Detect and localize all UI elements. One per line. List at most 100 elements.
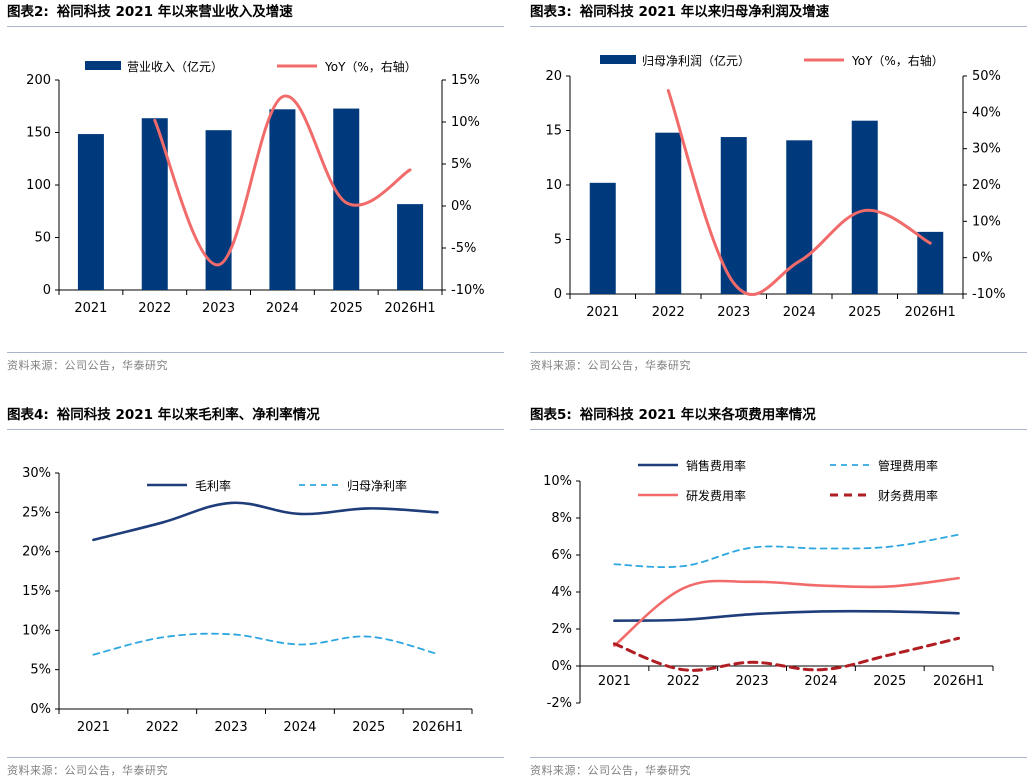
x-tick-label: 2021 <box>77 720 110 735</box>
legend-swatch <box>85 61 121 70</box>
x-tick-label: 2023 <box>717 305 750 320</box>
legend-label: YoY（%，右轴） <box>851 53 944 68</box>
y-tick-label-right: 0% <box>451 199 472 214</box>
revenue-chart: 0 50 100 150 200 -10% -5% 0% 5% 10% 15% 2021 2022 202… <box>26 59 485 316</box>
x-tick-label: 2022 <box>138 301 171 316</box>
y-tick-label-right: 5% <box>451 157 472 172</box>
y-tick-label-right: 50% <box>972 69 1001 84</box>
figure-number: 图表3: <box>530 4 572 20</box>
y-tick-label-right: 10% <box>972 214 1001 229</box>
y-tick-label-right: 40% <box>972 105 1001 120</box>
y-tick-label-right: 30% <box>972 142 1001 157</box>
legend-label: 营业收入（亿元） <box>127 59 223 74</box>
y-tick-label-left: 20 <box>545 69 562 84</box>
panel-title: 图表4: 裕同科技 2021 年以来毛利率、净利率情况 <box>7 403 504 430</box>
y-tick-label-left: 2% <box>551 622 572 637</box>
y-tick-label-left: 15% <box>22 584 51 599</box>
y-tick-label-left: -2% <box>547 696 572 711</box>
source-note: 资料来源：公司公告，华泰研究 <box>530 352 1027 373</box>
x-tick-label: 2023 <box>202 301 235 316</box>
bar <box>269 109 296 290</box>
x-tick-label: 2025 <box>873 674 906 689</box>
source-note: 资料来源：公司公告，华泰研究 <box>7 352 504 373</box>
x-tick-label: 2025 <box>352 720 385 735</box>
y-tick-label-left: 150 <box>26 126 51 141</box>
y-tick-label-left: 25% <box>22 505 51 520</box>
figure-title: 裕同科技 2021 年以来各项费用率情况 <box>579 407 816 423</box>
panel-title: 图表3: 裕同科技 2021 年以来归母净利润及增速 <box>530 0 1027 27</box>
bar <box>589 182 616 294</box>
panel-title: 图表2: 裕同科技 2021 年以来营业收入及增速 <box>7 0 504 27</box>
panel-title: 图表5: 裕同科技 2021 年以来各项费用率情况 <box>530 403 1027 430</box>
bar <box>851 120 878 294</box>
bar <box>917 231 944 294</box>
y-tick-label-right: -10% <box>972 287 1006 302</box>
x-tick-label: 2025 <box>330 301 363 316</box>
y-tick-label-left: 0 <box>554 287 562 302</box>
panel-margins: 图表4: 裕同科技 2021 年以来毛利率、净利率情况 0% 5% 10% 15% 20%… <box>7 403 504 780</box>
series-line <box>613 576 960 647</box>
y-tick-label-left: 6% <box>551 548 572 563</box>
source-note: 资料来源：公司公告，华泰研究 <box>7 757 504 778</box>
y-tick-label-right: -10% <box>451 283 485 298</box>
figure-title: 裕同科技 2021 年以来归母净利润及增速 <box>579 4 830 20</box>
y-tick-label-right: 15% <box>451 73 480 88</box>
y-tick-label-right: 0% <box>972 251 993 266</box>
y-tick-label-left: 200 <box>26 73 51 88</box>
panel-expense-ratios: 图表5: 裕同科技 2021 年以来各项费用率情况 -2% 0% 2% 4% 6% 8% 10… <box>530 403 1027 780</box>
net-profit-chart: 0 5 10 15 20 -10% 0% 10% 20% 30% 40% 50% 2021 2022 202… <box>545 53 1006 320</box>
series-line <box>92 632 439 656</box>
legend-label: 管理费用率 <box>878 458 938 473</box>
bar <box>397 204 424 290</box>
y-tick-label-left: 4% <box>551 585 572 600</box>
y-tick-label-left: 0% <box>551 659 572 674</box>
y-tick-label-left: 0 <box>43 283 51 298</box>
y-tick-label-left: 50 <box>34 231 51 246</box>
expense-ratio-chart: -2% 0% 2% 4% 6% 8% 10% 2021 2022 2023 2024 2025 2026… <box>543 458 994 711</box>
figure-number: 图表5: <box>530 407 572 423</box>
figure-number: 图表2: <box>7 4 49 20</box>
x-tick-label: 2024 <box>266 301 299 316</box>
y-tick-label-left: 0% <box>30 702 51 717</box>
x-tick-label: 2023 <box>736 674 769 689</box>
series-line <box>92 501 439 542</box>
series-line <box>666 89 932 297</box>
bar <box>333 108 360 290</box>
y-tick-label-left: 10% <box>543 474 572 489</box>
y-tick-label-left: 100 <box>26 178 51 193</box>
figure-number: 图表4: <box>7 407 49 423</box>
x-tick-label: 2026H1 <box>412 720 463 735</box>
figure-title: 裕同科技 2021 年以来毛利率、净利率情况 <box>56 407 320 423</box>
x-tick-label: 2026H1 <box>905 305 956 320</box>
y-tick-label-left: 30% <box>22 466 51 481</box>
series-line <box>613 609 960 622</box>
y-tick-label-left: 5 <box>554 233 562 248</box>
bar <box>77 134 104 290</box>
bar <box>655 132 682 294</box>
source-note: 资料来源：公司公告，华泰研究 <box>530 757 1027 778</box>
x-tick-label: 2024 <box>283 720 316 735</box>
y-tick-label-right: 10% <box>451 115 480 130</box>
legend-label: 财务费用率 <box>878 488 938 503</box>
y-tick-label-right: -5% <box>451 241 476 256</box>
x-tick-label: 2024 <box>804 674 837 689</box>
y-tick-label-left: 10% <box>22 623 51 638</box>
y-tick-label-left: 20% <box>22 545 51 560</box>
x-tick-label: 2021 <box>586 305 619 320</box>
y-tick-label-left: 8% <box>551 511 572 526</box>
x-tick-label: 2022 <box>667 674 700 689</box>
series-line <box>613 533 960 569</box>
x-tick-label: 2024 <box>783 305 816 320</box>
y-tick-label-left: 5% <box>30 663 51 678</box>
x-tick-label: 2022 <box>652 305 685 320</box>
y-tick-label-left: 10 <box>545 178 562 193</box>
legend-label: 研发费用率 <box>686 488 746 503</box>
legend-swatch <box>600 55 636 64</box>
legend-label: 毛利率 <box>195 478 231 493</box>
panel-revenue: 图表2: 裕同科技 2021 年以来营业收入及增速 0 50 100 150 200 -10… <box>7 0 504 380</box>
x-tick-label: 2023 <box>215 720 248 735</box>
x-tick-label: 2021 <box>74 301 107 316</box>
y-tick-label-right: 20% <box>972 178 1001 193</box>
x-tick-label: 2026H1 <box>933 674 984 689</box>
margin-chart: 0% 5% 10% 15% 20% 25% 30% 2021 2022 2023 2024 2025 2… <box>22 466 473 735</box>
